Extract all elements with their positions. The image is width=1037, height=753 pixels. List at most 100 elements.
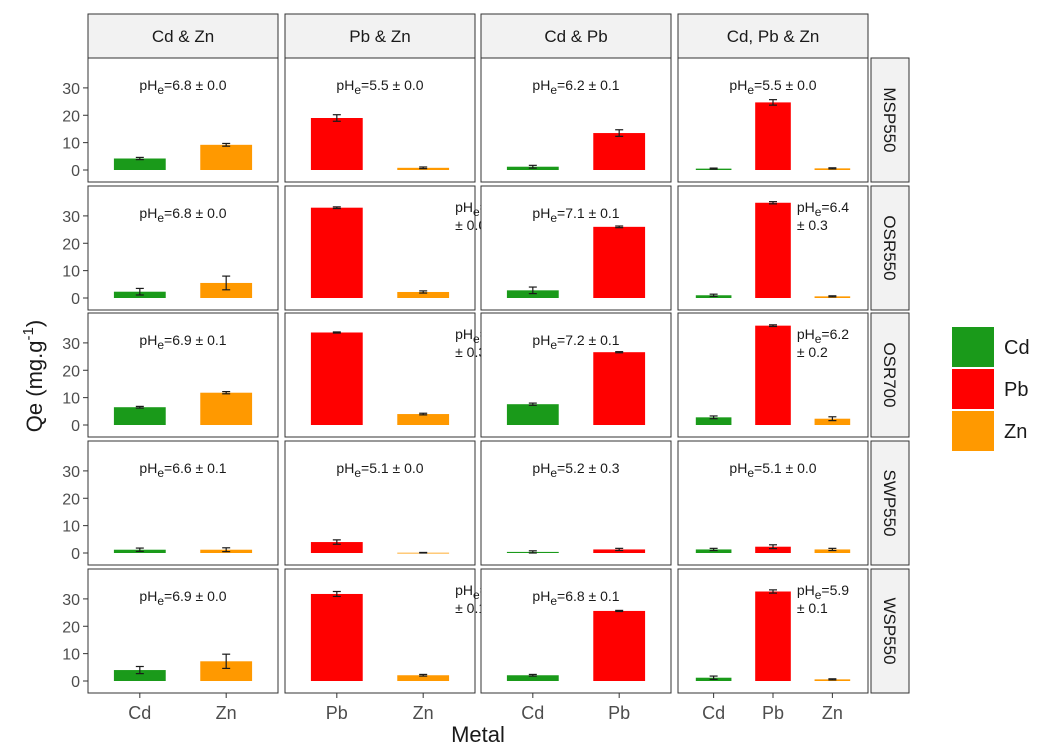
- panel: pHe=6.2± 0.2: [677, 312, 869, 438]
- y-axis-title: Qe (mg.g-1): [20, 320, 47, 432]
- x-tick-label: Pb: [608, 703, 630, 723]
- error-bar: [222, 653, 231, 670]
- ph-value: =6.8 ± 0.0: [164, 77, 227, 93]
- x-tick-label: Pb: [762, 703, 784, 723]
- error-bar: [135, 287, 144, 296]
- facet-row-strip: OSR700: [870, 312, 910, 438]
- ph-value: =5.1 ± 0.0: [361, 460, 424, 476]
- facet-column-label: Cd, Pb & Zn: [727, 27, 820, 46]
- ph-annotation: pHe=6.2 ± 0.1: [532, 77, 619, 97]
- ph-annotation-line2: ± 0.2: [797, 344, 828, 360]
- error-bar: [419, 290, 428, 294]
- ph-subscript: e: [550, 466, 557, 480]
- x-tick-label: Zn: [413, 703, 434, 723]
- error-bar: [528, 164, 537, 169]
- ph-subscript: e: [473, 205, 480, 219]
- facet-row-strip: OSR550: [870, 185, 910, 311]
- ph-annotation: pHe=5.2 ± 0.3: [532, 460, 619, 480]
- error-bar: [332, 539, 341, 545]
- y-tick-label: 20: [62, 236, 80, 253]
- bar-zn: [200, 282, 253, 298]
- error-bar: [528, 673, 537, 677]
- y-tick-label: 20: [62, 363, 80, 380]
- y-tick-label: 30: [62, 209, 80, 226]
- ph-prefix: pH: [455, 582, 473, 598]
- ph-value: =5.1 ± 0.0: [754, 460, 817, 476]
- y-tick-label: 0: [71, 418, 80, 435]
- ph-prefix: pH: [729, 460, 747, 476]
- y-axis-title-main: Qe (mg.g: [22, 340, 47, 432]
- y-axis-title-superscript: -1: [20, 327, 37, 340]
- legend-swatch-pb: [952, 369, 994, 409]
- panel: pHe=6.6 ± 0.1: [87, 440, 279, 566]
- x-tick-label: Zn: [822, 703, 843, 723]
- error-bar: [222, 547, 231, 553]
- bar-cd: [695, 417, 732, 425]
- error-bar: [222, 391, 231, 395]
- error-bar: [828, 678, 837, 681]
- ph-subscript: e: [157, 466, 164, 480]
- ph-subscript: e: [157, 594, 164, 608]
- panel: pHe=6.8 ± 0.1: [480, 568, 672, 694]
- y-tick-label: 10: [62, 264, 80, 281]
- error-bar: [419, 166, 428, 170]
- ph-subscript: e: [747, 466, 754, 480]
- ph-subscript: e: [815, 205, 822, 219]
- ph-annotation: pHe=7.1 ± 0.1: [532, 205, 619, 225]
- panel: pHe=6.2± 0.1: [284, 568, 508, 694]
- legend-swatch-cd: [952, 327, 994, 367]
- bar-cd: [113, 158, 166, 170]
- y-axis: 0 10 20 30: [62, 81, 88, 180]
- facet-row-strip-bg: [870, 185, 910, 311]
- facet-row-strip-bg: [870, 568, 910, 694]
- panel: pHe=5.2 ± 0.3: [480, 440, 672, 566]
- facet-row-label: WSP550: [880, 597, 899, 664]
- legend-label: Zn: [1004, 421, 1027, 443]
- error-bar: [769, 544, 777, 550]
- facet-column-strip: Pb & Zn: [284, 13, 476, 59]
- facet-column-strip: Cd, Pb & Zn: [677, 13, 869, 59]
- facet-column-label: Cd & Pb: [544, 27, 607, 46]
- bar-zn: [814, 418, 851, 425]
- legend-label: Pb: [1004, 379, 1028, 401]
- ph-annotation-line2: ± 0.1: [455, 600, 486, 616]
- y-tick-label: 20: [62, 619, 80, 636]
- error-bar: [528, 550, 537, 554]
- ph-value: =7.1 ± 0.1: [557, 205, 620, 221]
- bar-zn: [200, 144, 253, 170]
- panel: pHe=6.4± 0.0: [284, 185, 508, 311]
- error-bar: [615, 351, 624, 354]
- bar-zn: [397, 675, 450, 681]
- bar-pb: [310, 593, 363, 681]
- facet-column-strip-bg: [480, 13, 672, 59]
- ph-prefix: pH: [532, 588, 550, 604]
- panel: pHe=5.5 ± 0.0: [677, 57, 869, 183]
- error-bar: [332, 590, 341, 598]
- facet-row-strip-bg: [870, 440, 910, 566]
- bar-cd: [695, 549, 732, 553]
- ph-subscript: e: [354, 83, 361, 97]
- ph-annotation: pHe=6.6 ± 0.1: [139, 460, 226, 480]
- bar-pb: [310, 118, 363, 170]
- x-tick-label: Cd: [702, 703, 725, 723]
- error-bar: [419, 412, 428, 416]
- error-bar: [332, 331, 341, 334]
- ph-subscript: e: [550, 338, 557, 352]
- ph-value: =5.5 ± 0.0: [361, 77, 424, 93]
- panel: pHe=6.9 ± 0.1: [87, 312, 279, 438]
- bar-pb: [593, 133, 646, 170]
- ph-subscript: e: [473, 332, 480, 346]
- y-tick-label: 30: [62, 464, 80, 481]
- bar-pb: [755, 102, 791, 170]
- bar-cd: [113, 407, 166, 425]
- ph-annotation: pHe=6.4: [797, 199, 849, 219]
- facet-row-strip: WSP550: [870, 568, 910, 694]
- ph-prefix: pH: [139, 77, 157, 93]
- error-bar: [709, 675, 718, 680]
- ph-annotation-line2: ± 0.1: [797, 600, 828, 616]
- facet-row-label: OSR700: [880, 342, 899, 407]
- ph-annotation: pHe=6.8 ± 0.0: [139, 77, 226, 97]
- error-bar: [222, 275, 231, 291]
- legend-swatch-zn: [952, 411, 994, 451]
